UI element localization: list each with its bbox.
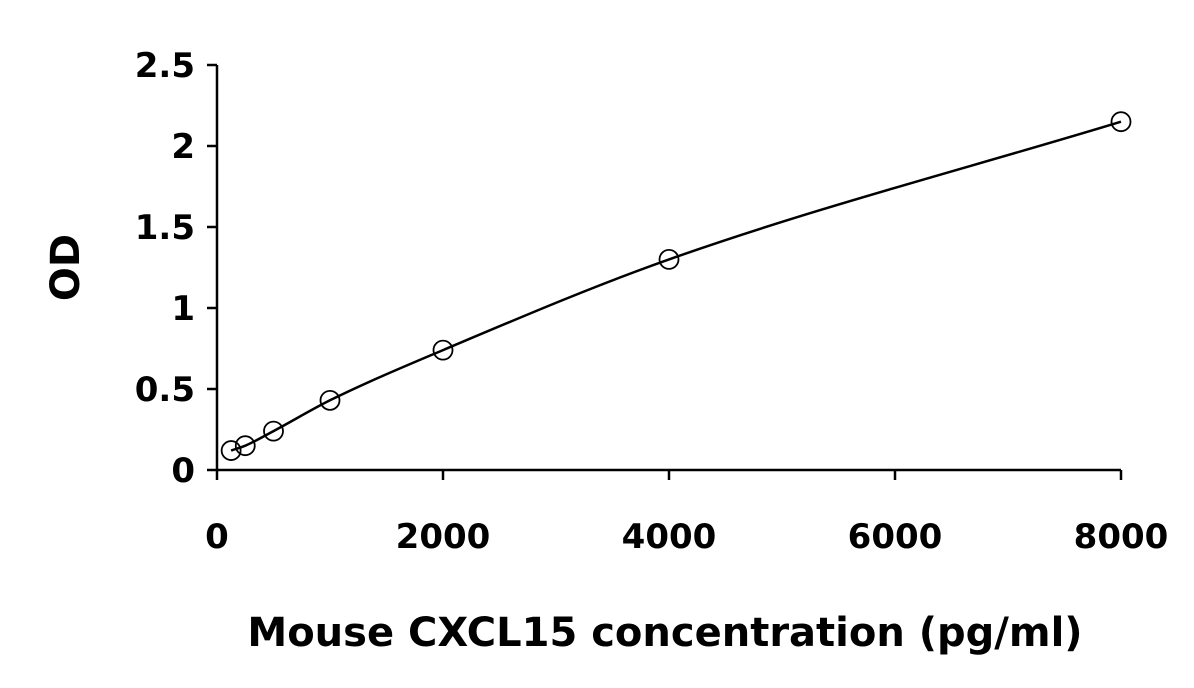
- data-point: [1110, 111, 1132, 133]
- data-point: [432, 339, 454, 361]
- y-axis: 0 0.5 1 1.5 2 2.5: [135, 46, 219, 491]
- x-tick-label: 8000: [1074, 517, 1169, 557]
- x-axis-title: Mouse CXCL15 concentration (pg/ml): [247, 610, 1082, 656]
- data-point: [319, 389, 341, 411]
- data-points: [220, 111, 1132, 461]
- y-tick-label: 1.5: [135, 208, 195, 248]
- y-axis-title: OD: [43, 234, 89, 301]
- x-tick-label: 2000: [396, 517, 491, 557]
- data-point: [658, 248, 680, 270]
- y-tick-label: 0.5: [135, 370, 195, 410]
- y-tick-label: 0: [171, 451, 195, 491]
- y-tick-label: 1: [171, 289, 195, 329]
- x-tick-label: 0: [205, 517, 229, 557]
- x-tick-label: 6000: [848, 517, 943, 557]
- x-axis: 0 2000 4000 6000 8000: [205, 468, 1169, 557]
- x-tick-label: 4000: [622, 517, 717, 557]
- y-tick-label: 2.5: [135, 46, 195, 86]
- data-point: [263, 420, 284, 442]
- fit-curve: [230, 120, 1122, 452]
- y-tick-label: 2: [171, 127, 195, 167]
- data-point: [220, 440, 242, 461]
- data-point: [234, 435, 256, 457]
